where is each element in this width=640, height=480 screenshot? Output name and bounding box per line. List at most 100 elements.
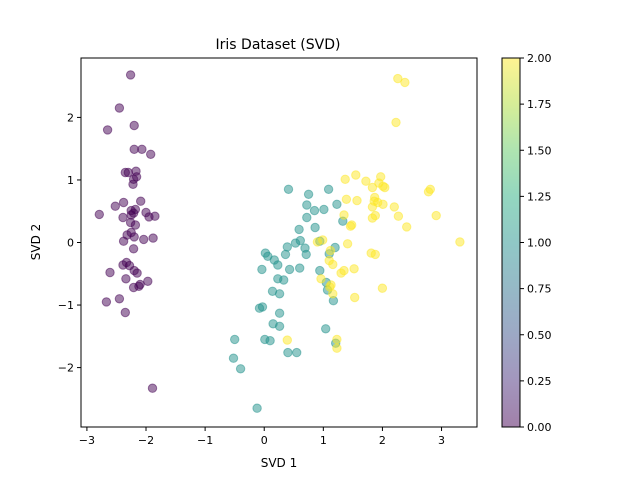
data-point-class-2-27	[345, 221, 356, 231]
chart-title: Iris Dataset (SVD)	[216, 37, 341, 53]
y-tick-label: 0	[67, 237, 74, 250]
data-point-class-2-40	[339, 265, 349, 276]
y-tick-label: 2	[67, 111, 74, 124]
data-point-class-0-6	[146, 149, 156, 160]
data-point-class-2-31	[455, 237, 465, 247]
data-point-class-1-7	[302, 212, 312, 223]
colorbar-tick-label: 1.50	[527, 144, 552, 157]
data-point-class-1-26	[295, 263, 305, 273]
data-point-class-0-31	[148, 233, 158, 243]
data-point-class-1-43	[265, 336, 275, 346]
data-point-class-2-44	[377, 283, 388, 293]
colorbar-tick-label: 0.25	[527, 375, 552, 388]
data-point-class-0-40	[121, 274, 131, 284]
y-axis-ticks: −2 −1 0 1 2	[58, 111, 81, 375]
colorbar-tick-label: 0.75	[527, 283, 552, 296]
data-point-class-0-15	[136, 196, 146, 206]
colorbar-tick-label: 2.00	[527, 52, 552, 65]
data-point-class-2-3	[351, 170, 361, 180]
data-point-class-2-19	[367, 202, 378, 212]
data-point-class-0-11	[131, 172, 142, 182]
data-point-class-2-22	[367, 213, 378, 223]
data-point-class-0-12	[128, 179, 138, 190]
data-point-class-2-12	[423, 187, 434, 197]
data-point-class-1-13	[290, 238, 301, 248]
data-point-class-0-29	[129, 232, 139, 242]
data-point-class-1-35	[274, 308, 285, 318]
x-tick-label: 1	[320, 434, 327, 447]
y-tick-label: −1	[58, 299, 74, 312]
data-point-class-2-37	[328, 259, 338, 270]
data-point-class-2-10	[378, 181, 388, 191]
data-point-class-2-25	[431, 210, 441, 221]
data-point-class-2-38	[349, 264, 359, 274]
data-point-class-0-46	[101, 297, 112, 307]
y-tick-label: 1	[67, 174, 74, 187]
data-point-class-1-6	[332, 199, 342, 210]
data-point-class-2-4	[361, 176, 371, 186]
colorbar-tick-label: 1.75	[527, 98, 552, 111]
data-point-class-2-1	[400, 77, 410, 88]
data-point-class-0-0	[125, 70, 136, 80]
data-point-class-2-30	[312, 237, 323, 247]
x-tick-label: 3	[438, 434, 445, 447]
colorbar: 0.00 0.25 0.50 0.75 1.00 1.25 1.50 1.75 2.00	[501, 52, 552, 434]
data-point-class-1-49	[252, 403, 262, 413]
data-point-class-2-28	[402, 222, 412, 232]
data-point-class-1-41	[230, 334, 240, 345]
data-point-class-0-33	[128, 244, 139, 254]
data-point-class-2-18	[378, 199, 388, 210]
data-point-class-0-37	[105, 267, 115, 278]
data-point-class-2-33	[325, 245, 336, 256]
data-point-class-0-32	[118, 236, 129, 246]
data-point-class-0-13	[110, 201, 121, 211]
data-point-class-1-19	[280, 249, 291, 260]
data-point-class-2-49	[332, 343, 342, 353]
data-point-class-1-3	[302, 200, 312, 210]
x-tick-label: −3	[79, 434, 95, 447]
data-point-class-0-22	[150, 211, 160, 221]
data-point-class-2-41	[316, 274, 326, 284]
points-layer	[94, 70, 465, 413]
data-point-class-1-28	[279, 275, 289, 285]
data-point-class-1-46	[292, 347, 302, 358]
data-point-class-1-39	[274, 321, 285, 331]
data-point-class-1-29	[315, 265, 325, 276]
data-point-class-1-4	[309, 205, 320, 216]
data-point-class-0-44	[134, 281, 144, 291]
data-point-class-0-45	[114, 294, 125, 304]
data-point-class-0-24	[118, 212, 128, 223]
x-tick-label: −1	[197, 434, 213, 447]
x-axis-title: SVD 1	[261, 456, 298, 470]
data-point-class-2-0	[393, 73, 403, 84]
y-axis-title: SVD 2	[29, 224, 43, 261]
data-point-class-2-32	[342, 239, 353, 249]
data-point-class-1-2	[323, 184, 334, 195]
data-point-class-1-25	[284, 264, 295, 275]
data-point-class-1-31	[274, 289, 285, 299]
data-point-class-1-20	[301, 249, 311, 260]
data-point-class-2-15	[352, 195, 362, 206]
data-point-class-2-6	[340, 174, 350, 185]
data-point-class-2-23	[339, 210, 349, 220]
colorbar-tick-label: 0.00	[527, 421, 552, 434]
data-point-class-2-14	[341, 194, 352, 205]
data-point-class-0-2	[102, 125, 113, 135]
data-point-class-0-4	[129, 144, 139, 155]
data-point-class-0-48	[147, 383, 158, 393]
data-point-class-0-5	[137, 144, 147, 155]
data-point-class-0-47	[120, 307, 131, 318]
x-tick-label: 0	[261, 434, 268, 447]
colorbar-ticks: 0.00 0.25 0.50 0.75 1.00 1.25 1.50 1.75 2.00	[520, 52, 552, 434]
data-point-class-2-9	[367, 182, 378, 193]
data-point-class-1-11	[310, 222, 320, 233]
data-point-class-1-15	[282, 242, 292, 252]
data-point-class-2-2	[391, 117, 401, 128]
colorbar-tick-label: 0.50	[527, 329, 552, 342]
data-point-class-2-45	[328, 289, 338, 299]
colorbar-gradient	[502, 58, 520, 427]
data-point-class-0-23	[94, 209, 105, 220]
data-point-class-2-48	[332, 334, 342, 345]
data-point-class-0-26	[130, 220, 141, 230]
data-point-class-1-9	[294, 224, 304, 235]
